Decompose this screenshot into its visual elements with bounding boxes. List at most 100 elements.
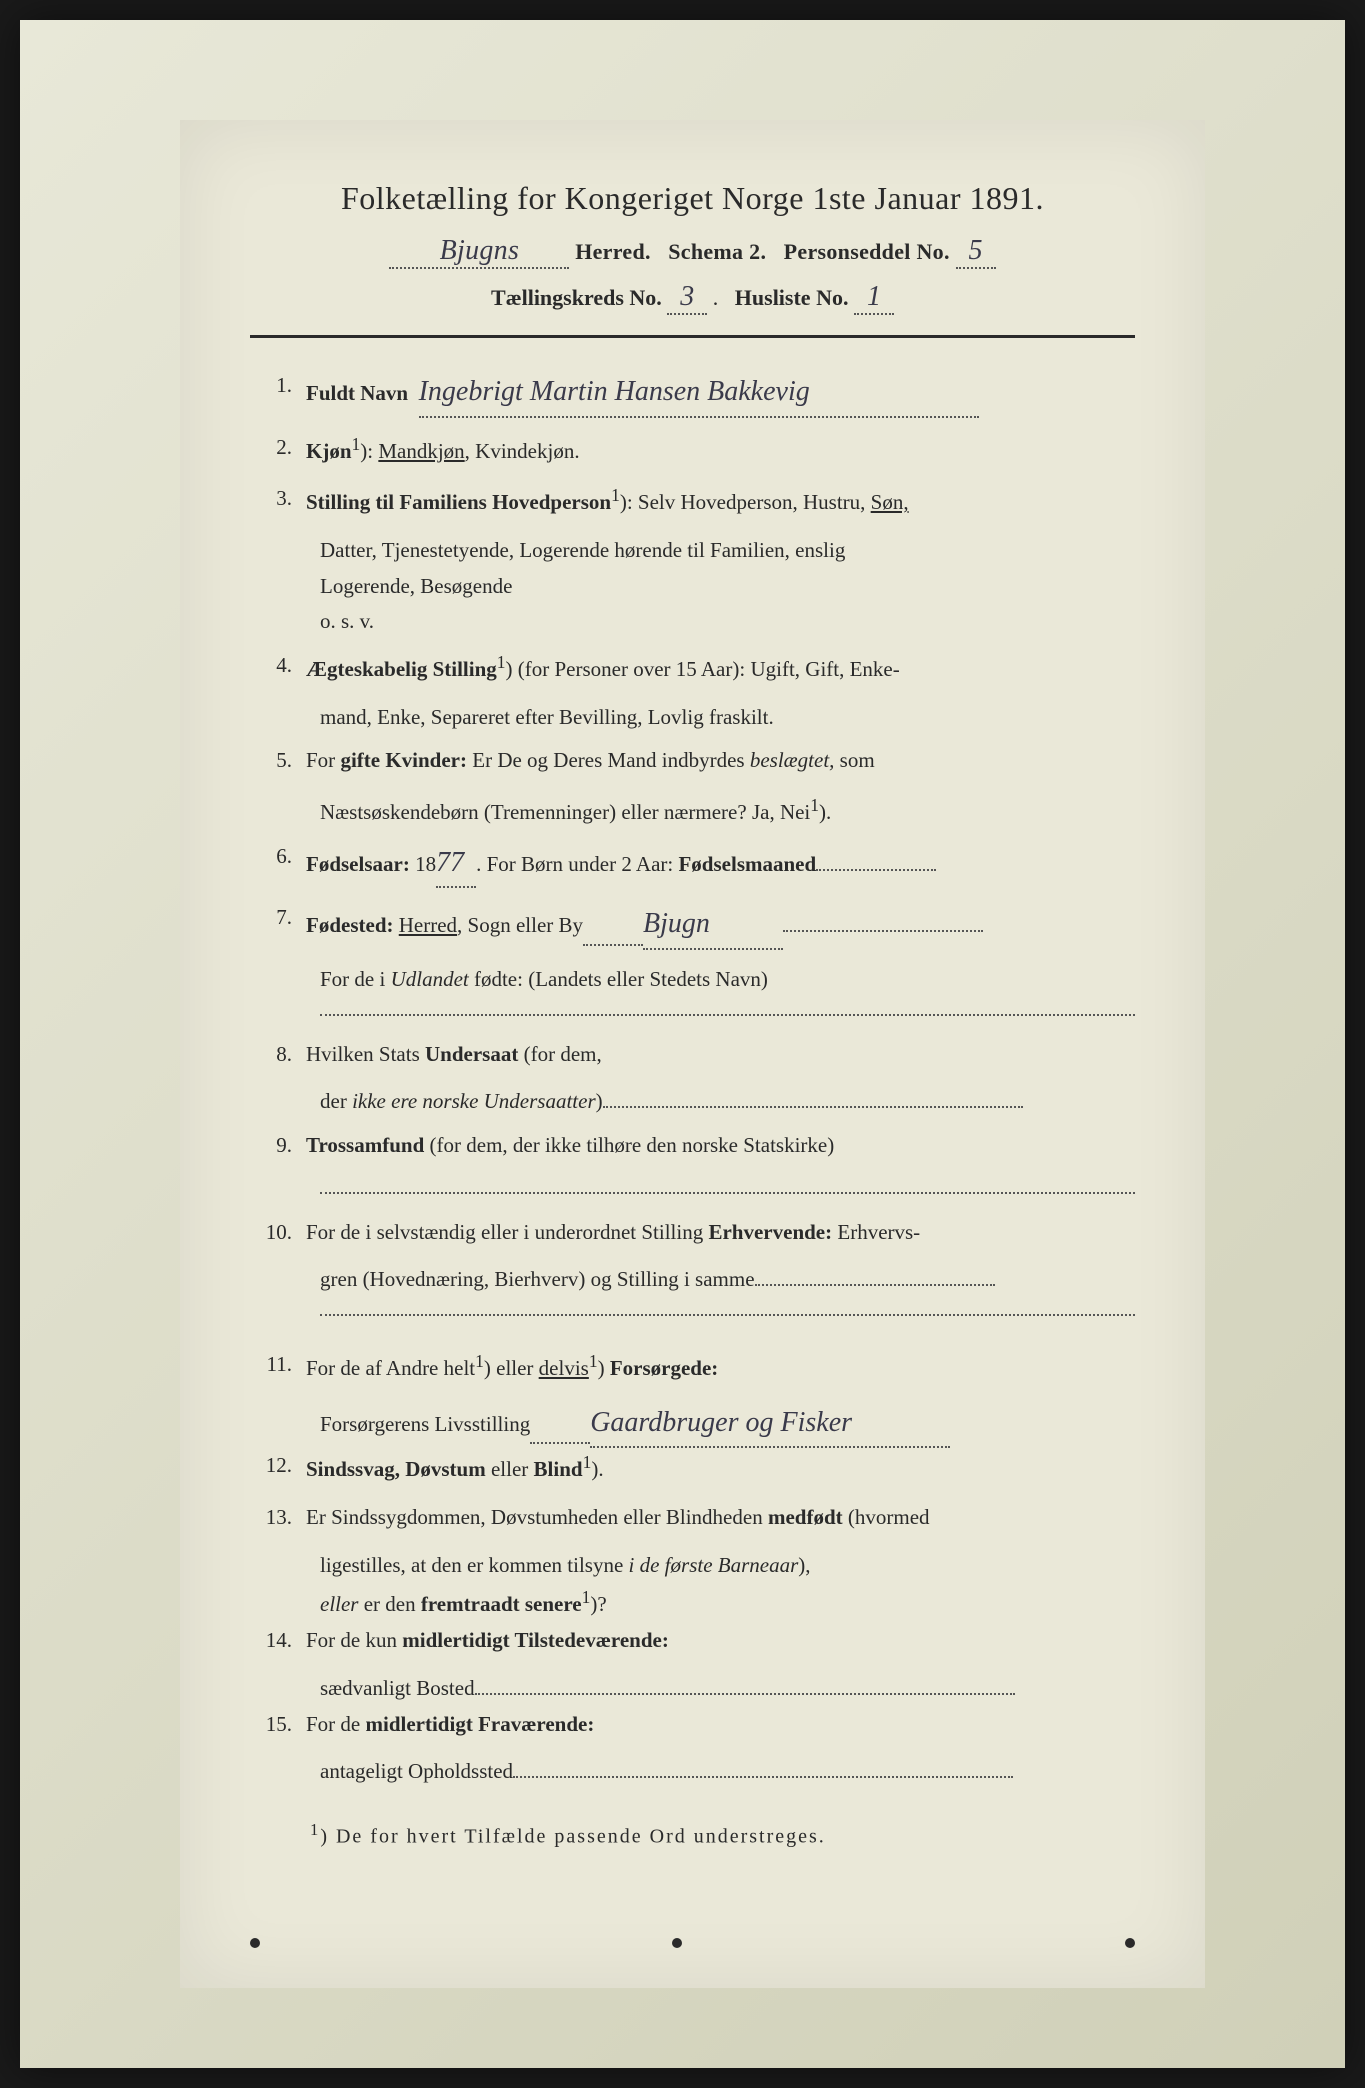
- subheader-line1: Bjugns Herred. Schema 2. Personseddel No…: [250, 235, 1135, 269]
- item-4-line2: mand, Enke, Separeret efter Bevilling, L…: [260, 700, 1135, 736]
- text: ligestilles, at den er kommen tilsyne: [320, 1553, 629, 1577]
- text: der: [320, 1089, 352, 1113]
- item-num: 6.: [260, 839, 306, 889]
- item-3-line2: Datter, Tjenestetyende, Logerende hørend…: [260, 533, 1135, 569]
- label: Erhvervende:: [708, 1220, 832, 1244]
- label2: Fødselsmaaned: [678, 852, 816, 876]
- label: Kjøn: [306, 439, 352, 463]
- label: medfødt: [768, 1505, 843, 1529]
- text: Er Sindssygdommen, Døvstumheden eller Bl…: [306, 1505, 768, 1529]
- item-12: 12. Sindssvag, Døvstum eller Blind1).: [260, 1448, 1135, 1488]
- text: (for dem, der ikke tilhøre den norske St…: [424, 1133, 834, 1157]
- text: For de kun: [306, 1628, 402, 1652]
- item-3-line3: Logerende, Besøgende: [260, 569, 1135, 605]
- pin-icon: [1125, 1938, 1135, 1948]
- italic: beslægtet,: [750, 748, 835, 772]
- label: midlertidigt Tilstedeværende:: [402, 1628, 669, 1652]
- document-paper: Folketælling for Kongeriget Norge 1ste J…: [180, 120, 1205, 1988]
- item-num: 5.: [260, 743, 306, 779]
- item-9: 9. Trossamfund (for dem, der ikke tilhør…: [260, 1128, 1135, 1164]
- text: fødte: (Landets eller Stedets Navn): [469, 967, 768, 991]
- item-13-line3: eller er den fremtraadt senere1)?: [260, 1583, 1135, 1623]
- text: ): [598, 1356, 610, 1380]
- text: For de: [306, 1712, 366, 1736]
- divider: [250, 335, 1135, 338]
- mandkjon: Mandkjøn: [378, 439, 464, 463]
- text: ):: [360, 439, 378, 463]
- sup: 1: [310, 1820, 320, 1839]
- label: Forsørgede:: [610, 1356, 718, 1380]
- label: Trossamfund: [306, 1133, 424, 1157]
- dotline: [320, 1298, 1135, 1316]
- item-5-line2: Næstsøskendebørn (Tremenninger) eller næ…: [260, 791, 1135, 831]
- sup: 1: [352, 434, 361, 454]
- item-6: 6. Fødselsaar: 1877. For Børn under 2 Aa…: [260, 839, 1135, 889]
- pin-icon: [250, 1938, 260, 1948]
- label: Sindssvag, Døvstum: [306, 1457, 486, 1481]
- label2: Blind: [534, 1457, 583, 1481]
- herred-label: Herred.: [575, 239, 651, 264]
- item-14: 14. For de kun midlertidigt Tilstedevære…: [260, 1623, 1135, 1659]
- text: ): [596, 1089, 603, 1113]
- text: Er De og Deres Mand indbyrdes: [467, 748, 750, 772]
- item-7: 7. Fødested: Herred, Sogn eller By Bjugn: [260, 900, 1135, 950]
- text: (hvormed: [843, 1505, 930, 1529]
- forsorger-hand: Gaardbruger og Fisker: [590, 1399, 950, 1449]
- item-3-line4: o. s. v.: [260, 604, 1135, 640]
- taellingskreds-no: 3: [667, 281, 707, 315]
- year-prefix: 18: [410, 852, 436, 876]
- text: ).: [591, 1457, 603, 1481]
- sup: 1: [589, 1351, 598, 1371]
- dotline: [320, 1176, 1135, 1194]
- item-2: 2. Kjøn1): Mandkjøn, Kvindekjøn.: [260, 430, 1135, 470]
- item-num: 8.: [260, 1037, 306, 1073]
- item-8: 8. Hvilken Stats Undersaat (for dem,: [260, 1037, 1135, 1073]
- item-num: 2.: [260, 430, 306, 470]
- text: ) eller: [484, 1356, 539, 1380]
- label3: fremtraadt senere: [421, 1592, 582, 1616]
- item-15-line2: antageligt Opholdssted: [260, 1754, 1135, 1790]
- item-num: 10.: [260, 1215, 306, 1251]
- item-num: 12.: [260, 1448, 306, 1488]
- sup: 1: [810, 795, 819, 815]
- label: gifte Kvinder:: [340, 748, 467, 772]
- herred-underline: Herred: [399, 913, 457, 937]
- footnote-text: ) De for hvert Tilfælde passende Ord und…: [320, 1826, 825, 1848]
- text: antageligt Opholdssted: [320, 1759, 513, 1783]
- taellingskreds-label: Tællingskreds No.: [491, 285, 662, 310]
- text: ) (for Personer over 15 Aar): Ugift, Gif…: [506, 657, 900, 681]
- personseddel-label: Personseddel No.: [784, 239, 950, 264]
- year-hand: 77: [436, 839, 476, 889]
- item-11: 11. For de af Andre helt1) eller delvis1…: [260, 1347, 1135, 1387]
- sup: 1: [497, 652, 506, 672]
- herred-handwritten: Bjugns: [389, 235, 569, 269]
- text: For: [306, 748, 340, 772]
- fodested-hand: Bjugn: [643, 900, 783, 950]
- text: For de i: [320, 967, 391, 991]
- pin-icon: [672, 1938, 682, 1948]
- text: (for dem,: [518, 1042, 601, 1066]
- text: , Sogn eller By: [457, 913, 583, 937]
- item-num: 14.: [260, 1623, 306, 1659]
- item-7-line2: For de i Udlandet fødte: (Landets eller …: [260, 962, 1135, 998]
- fuldt-navn-value: Ingebrigt Martin Hansen Bakkevig: [419, 368, 979, 418]
- item-num: 9.: [260, 1128, 306, 1164]
- text: For de af Andre helt: [306, 1356, 475, 1380]
- label: Ægteskabelig Stilling: [306, 657, 497, 681]
- label: Fødested:: [306, 913, 394, 937]
- items-list: 1. Fuldt Navn Ingebrigt Martin Hansen Ba…: [250, 368, 1135, 1790]
- dotline: [320, 998, 1135, 1016]
- label: Stilling til Familiens Hovedperson: [306, 490, 611, 514]
- text: gren (Hovednæring, Bierhverv) og Stillin…: [320, 1267, 755, 1291]
- subheader-line2: Tællingskreds No. 3 . Husliste No. 1: [250, 281, 1135, 315]
- text: Næstsøskendebørn (Tremenninger) eller næ…: [320, 800, 810, 824]
- header: Folketælling for Kongeriget Norge 1ste J…: [250, 180, 1135, 315]
- text: som: [834, 748, 874, 772]
- text: eller: [486, 1457, 534, 1481]
- item-13-line2: ligestilles, at den er kommen tilsyne i …: [260, 1548, 1135, 1584]
- scan-page: Folketælling for Kongeriget Norge 1ste J…: [20, 20, 1345, 2068]
- item-5: 5. For gifte Kvinder: Er De og Deres Man…: [260, 743, 1135, 779]
- item-13: 13. Er Sindssygdommen, Døvstumheden elle…: [260, 1500, 1135, 1536]
- item-4: 4. Ægteskabelig Stilling1) (for Personer…: [260, 648, 1135, 688]
- text: Hvilken Stats: [306, 1042, 425, 1066]
